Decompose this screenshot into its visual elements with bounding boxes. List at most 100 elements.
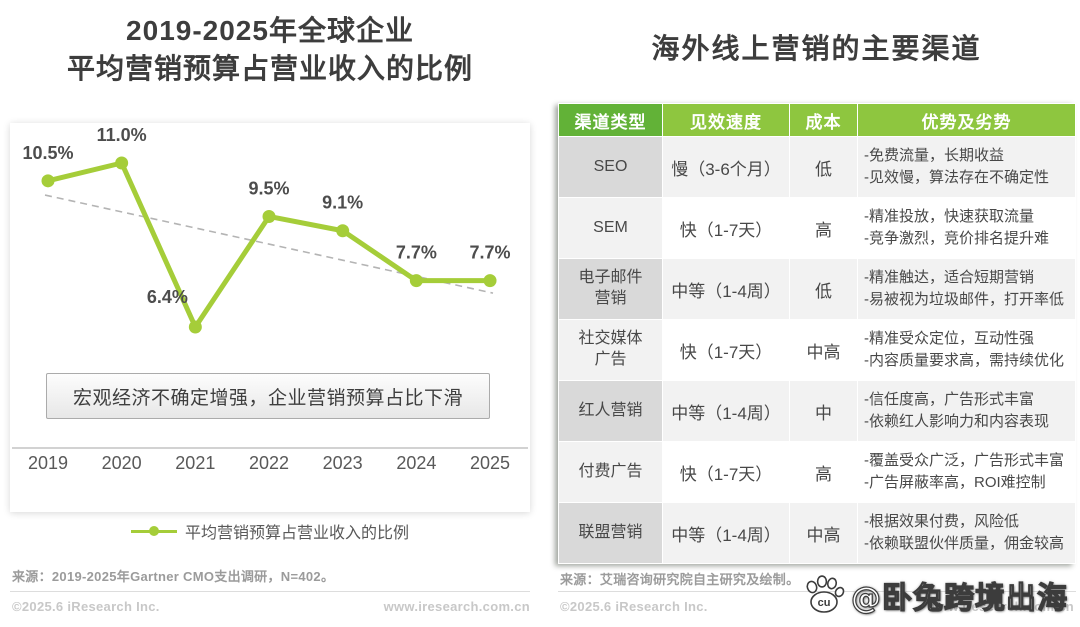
cost-cell: 高: [789, 197, 858, 259]
chart-legend: 平均营销预算占营业收入的比例: [10, 519, 530, 543]
right-copyright-text: ©2025.6 iResearch Inc.: [560, 599, 708, 614]
x-axis-label: 2020: [101, 453, 142, 473]
watermark-text: @卧兔跨境出海: [850, 580, 1068, 616]
data-point-marker: [115, 156, 129, 170]
pros-cons-cell: -精准触达，适合短期营销 -易被视为垃圾邮件，打开率低: [857, 258, 1076, 320]
pros-cons-cell: -精准投放，快速获取流量 -竞争激烈，竞价排名提升难: [857, 197, 1076, 259]
left-footer: ©2025.6 iResearch Inc. www.iresearch.com…: [12, 599, 530, 614]
channel-cell: 付费广告: [558, 441, 663, 503]
left-copyright-text: ©2025.6 iResearch Inc.: [12, 599, 160, 614]
data-point-marker: [262, 209, 276, 223]
x-axis-label: 2021: [175, 453, 216, 473]
table-row: SEM 快（1-7天）高 -精准投放，快速获取流量 -竞争激烈，竞价排名提升难: [558, 197, 1076, 259]
data-point-label: 11.0%: [97, 125, 147, 145]
pros-cons-cell: -精准受众定位，互动性强 -内容质量要求高，需持续优化: [857, 319, 1076, 381]
table-row: 付费广告 快（1-7天）高 -覆盖受众广泛，广告形式丰富 -广告屏蔽率高，ROI难控制: [558, 441, 1076, 503]
pros-cons-line: -易被视为垃圾邮件，打开率低: [864, 291, 1064, 308]
data-point-label: 7.7%: [470, 243, 511, 263]
table-row: 社交媒体 广告 快（1-7天） 中高 -精准受众定位，互动性强 -内容质量要求高，需持续…: [558, 319, 1076, 381]
pros-cons-line: -依赖联盟伙伴质量，佣金较高: [864, 535, 1064, 552]
pros-cons-line: -免费流量，长期收益: [864, 146, 1004, 164]
pros-cons-line: -覆盖受众广泛，广告形式丰富: [864, 451, 1064, 469]
cost-cell: 中高: [789, 502, 858, 564]
left-chart-title: 2019-2025年全球企业 平均营销预算占营业收入的比例: [10, 12, 530, 87]
channel-cell: 社交媒体 广告: [558, 319, 663, 381]
channel-cell: 红人营销: [558, 380, 663, 442]
line-chart: 10.5% 11.0% 6.4% 9.5% 9.1% 7.7% 7.7%: [12, 125, 528, 449]
left-source-note: 来源：2019-2025年Gartner CMO支出调研，N=402。: [12, 569, 335, 584]
pros-cons-line: -精准投放，快速获取流量: [864, 207, 1034, 225]
left-panel: 2019-2025年全球企业 平均营销预算占营业收入的比例 10.5% 11.0%…: [0, 0, 540, 627]
pros-cons-line: -内容质量要求高，需持续优化: [864, 352, 1064, 369]
pros-cons-cell: -信任度高，广告形式丰富 -依赖红人影响力和内容表现: [857, 380, 1076, 442]
cost-cell: 中: [789, 380, 858, 442]
pros-cons-cell: -覆盖受众广泛，广告形式丰富 -广告屏蔽率高，ROI难控制: [857, 441, 1076, 503]
table-header-cell: 渠道类型: [558, 103, 663, 137]
table-row: 联盟营销 中等（1-4周） 中高 -根据效果付费，风险低 -依赖联盟伙伴质量，佣金较高: [558, 502, 1076, 564]
pros-cons-line: -信任度高，广告形式丰富: [864, 390, 1034, 408]
paw-icon: cu: [806, 575, 845, 613]
data-point-label: 9.5%: [248, 178, 289, 198]
left-chart-title-line2: 平均营销预算占营业收入的比例: [66, 52, 473, 84]
pros-cons-cell: -根据效果付费，风险低 -依赖联盟伙伴质量，佣金较高: [857, 502, 1076, 564]
channel-cell: SEO: [558, 136, 663, 198]
right-panel: 海外线上营销的主要渠道 渠道类型 见效速度 成本 优势及劣势 SEO 慢（3-6个月）低…: [540, 0, 1080, 627]
watermark-badge: cu @卧兔跨境出海: [804, 573, 1068, 617]
channel-cell: SEM: [558, 197, 663, 259]
data-point-marker: [336, 224, 350, 238]
cost-cell: 低: [789, 136, 858, 198]
data-point-label: 7.7%: [396, 243, 437, 263]
cost-cell: 高: [789, 441, 858, 503]
left-footer-divider: [10, 591, 530, 592]
table-header-cell: 见效速度: [662, 103, 790, 137]
pros-cons-line: -广告屏蔽率高，ROI难控制: [864, 474, 1046, 491]
trend-line: [44, 194, 494, 294]
x-axis-label: 2023: [322, 453, 363, 473]
speed-cell: 中等（1-4周）: [662, 380, 790, 442]
right-table-title: 海外线上营销的主要渠道: [651, 33, 982, 64]
table-header-row: 渠道类型 见效速度 成本 优势及劣势: [558, 103, 1076, 137]
cost-cell: 中高: [789, 319, 858, 381]
legend-line-marker-icon: [130, 529, 177, 533]
table-row: 红人营销 中等（1-4周）中 -信任度高，广告形式丰富 -依赖红人影响力和内容表现: [558, 380, 1076, 442]
line-chart-card: 10.5% 11.0% 6.4% 9.5% 9.1% 7.7% 7.7% 宏观经济不确定增强…: [10, 123, 530, 512]
channel-cell: 联盟营销: [558, 502, 663, 564]
right-footer-divider: [558, 591, 1076, 592]
channel-cell: 电子邮件 营销: [558, 258, 663, 320]
paw-icon-letters: cu: [818, 597, 831, 609]
speed-cell: 慢（3-6个月）: [662, 136, 790, 198]
table-header-cell: 优势及劣势: [857, 103, 1076, 137]
data-point-marker: [41, 174, 55, 188]
speed-cell: 中等（1-4周）: [662, 258, 790, 320]
cost-cell: 低: [789, 258, 858, 320]
channels-table-wrap: 渠道类型 见效速度 成本 优势及劣势 SEO 慢（3-6个月）低 -免费流量，长期收益 -见…: [558, 103, 1076, 564]
data-point-marker: [409, 274, 423, 288]
pros-cons-line: -精准触达，适合短期营销: [864, 268, 1034, 286]
speed-cell: 快（1-7天）: [662, 441, 790, 503]
x-axis-label: 2019: [27, 453, 69, 473]
data-point-label: 10.5%: [22, 143, 73, 163]
data-point-label: 9.1%: [322, 193, 363, 213]
x-axis-label: 2022: [248, 453, 290, 473]
data-point-label: 6.4%: [147, 287, 188, 307]
legend-label: 平均营销预算占营业收入的比例: [184, 525, 409, 542]
channels-table: 渠道类型 见效速度 成本 优势及劣势 SEO 慢（3-6个月）低 -免费流量，长期收益 -见…: [558, 103, 1076, 564]
x-axis-label: 2025: [469, 453, 511, 473]
right-source-note: 来源：艾瑞咨询研究院自主研究及绘制。: [560, 572, 800, 587]
table-row: SEO 慢（3-6个月）低 -免费流量，长期收益 -见效慢，算法存在不确定性: [558, 136, 1076, 198]
pros-cons-line: -精准受众定位，互动性强: [864, 329, 1034, 347]
x-axis-label: 2024: [396, 453, 437, 473]
chart-annotation-box: 宏观经济不确定增强，企业营销预算占比下滑: [46, 373, 490, 419]
speed-cell: 中等（1-4周）: [662, 502, 790, 564]
table-header-cell: 成本: [789, 103, 858, 137]
right-footer: ©2025.6 iResearch Inc. www.iresearch.com…: [560, 599, 1074, 614]
pros-cons-line: -竞争激烈，竞价排名提升难: [864, 230, 1049, 247]
data-point-marker: [188, 320, 202, 334]
speed-cell: 快（1-7天）: [662, 319, 790, 381]
right-website-text: www.iresearch.com.cn: [927, 599, 1074, 614]
pros-cons-line: -见效慢，算法存在不确定性: [864, 169, 1049, 186]
pros-cons-line: -依赖红人影响力和内容表现: [864, 413, 1049, 430]
table-row: 电子邮件 营销 中等（1-4周）低 -精准触达，适合短期营销 -易被视为垃圾邮件，打开…: [558, 258, 1076, 320]
pros-cons-cell: -免费流量，长期收益 -见效慢，算法存在不确定性: [857, 136, 1076, 198]
